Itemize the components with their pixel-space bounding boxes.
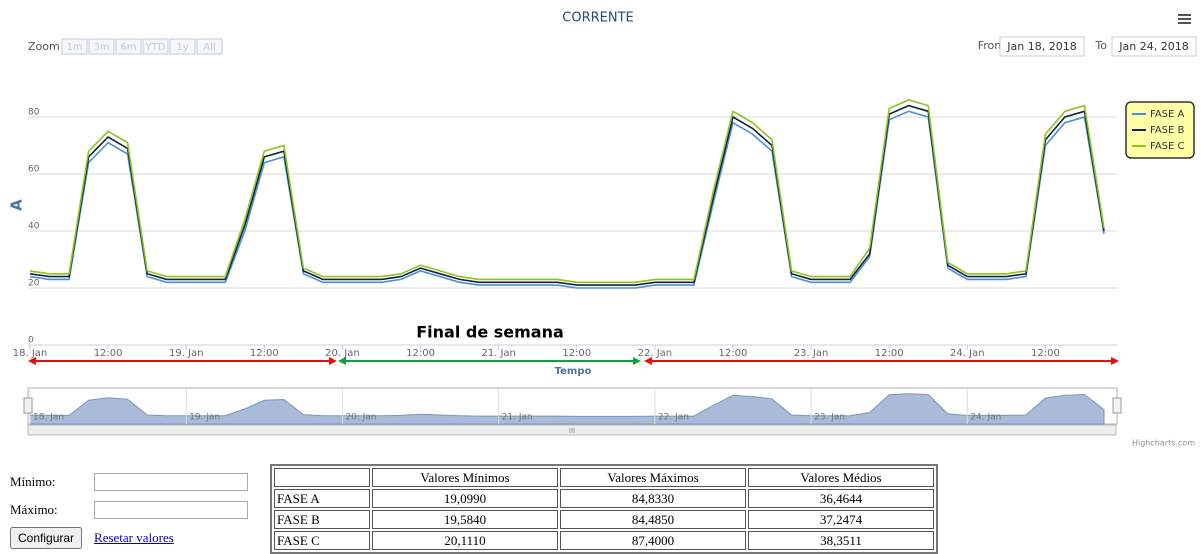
x-tick-label: 18. Jan: [13, 348, 48, 359]
legend-label: FASE B: [1150, 125, 1185, 136]
menu-icon[interactable]: [1178, 14, 1191, 24]
legend-label: FASE A: [1150, 109, 1185, 120]
phase-cell: FASE C: [274, 531, 370, 550]
x-tick-label: 21. Jan: [481, 348, 516, 359]
y-axis-title: A: [8, 199, 26, 211]
value-cell: 37,2474: [748, 510, 934, 529]
navigator-tick-label: 20. Jan: [345, 413, 376, 423]
x-tick-label: 19. Jan: [169, 348, 204, 359]
y-tick-label: 20: [28, 279, 40, 289]
min-label: Mínimo:: [10, 474, 56, 489]
reset-link[interactable]: Resetar valores: [94, 530, 174, 545]
data-row: FASE A 19,0990 84,8330 36,4644: [274, 489, 934, 508]
x-tick-label: 12:00: [250, 348, 279, 359]
zoom-button-label: All: [203, 42, 215, 53]
arrows: [28, 357, 1119, 365]
value-cell: 87,4000: [560, 531, 746, 550]
max-label: Máximo:: [10, 502, 58, 517]
legend-label: FASE C: [1150, 141, 1185, 152]
value-cell: 84,4850: [560, 510, 746, 529]
y-tick-label: 0: [28, 336, 34, 346]
scrollbar-grip: III: [569, 427, 575, 435]
annotation: Final de semana: [416, 323, 564, 342]
y-tick-label: 80: [28, 108, 40, 118]
corner-cell: [274, 468, 370, 487]
series-line: [29, 110, 1105, 289]
value-cell: 19,0990: [372, 489, 558, 508]
header-cell: Valores Médios: [748, 468, 934, 487]
series-line: [29, 99, 1105, 284]
navigator-tick-label: 21. Jan: [502, 413, 533, 423]
navigator-area: [29, 393, 1105, 425]
navigator-handle[interactable]: [1112, 397, 1122, 414]
data-row: FASE C 20,1110 87,4000 38,3511: [274, 531, 934, 550]
zoom-button-label: YTD: [145, 42, 166, 53]
filter-form: Mínimo: Máximo: Configurar Resetar valore…: [10, 468, 248, 552]
y-tick-label: 40: [28, 222, 40, 232]
header-cell: Valores Mínimos: [372, 468, 558, 487]
from-input[interactable]: [999, 36, 1085, 57]
x-tick-label: 12:00: [406, 348, 435, 359]
zoom-button[interactable]: [61, 38, 88, 55]
navigator-tick-label: 23. Jan: [814, 413, 845, 423]
value-cell: 20,1110: [372, 531, 558, 550]
x-tick-label: 12:00: [719, 348, 748, 359]
zoom-button[interactable]: [169, 38, 196, 55]
x-tick-label: 22. Jan: [638, 348, 673, 359]
navigator-tick-label: 19. Jan: [189, 413, 220, 423]
phase-cell: FASE B: [274, 510, 370, 529]
navigator-tick-label: 22. Jan: [658, 413, 689, 423]
value-cell: 84,8330: [560, 489, 746, 508]
navigator-handle[interactable]: [23, 397, 33, 414]
value-cell: 19,5840: [372, 510, 558, 529]
x-tick-label: 24. Jan: [950, 348, 985, 359]
x-tick-label: 12:00: [875, 348, 904, 359]
chart-title: CORRENTE: [562, 11, 633, 26]
zoom-button-label: 6m: [120, 42, 136, 53]
zoom-button[interactable]: [196, 38, 223, 55]
value-cell: 38,3511: [748, 531, 934, 550]
stats-table: Valores Mínimos Valores Máximos Valores Mé…: [270, 464, 938, 554]
zoom-label: Zoom: [28, 40, 60, 53]
x-tick-label: 20. Jan: [325, 348, 360, 359]
min-input[interactable]: [94, 473, 248, 491]
series-line: [29, 104, 1105, 286]
x-tick-label: 12:00: [1031, 348, 1060, 359]
zoom-button-label: 1m: [66, 42, 82, 53]
credit: Highcharts.com: [1132, 439, 1195, 448]
max-input[interactable]: [94, 501, 248, 519]
zoom-button[interactable]: [88, 38, 115, 55]
x-tick-label: 23. Jan: [794, 348, 829, 359]
header-row: Valores Mínimos Valores Máximos Valores Mé…: [274, 468, 934, 487]
y-tick-label: 60: [28, 165, 40, 175]
phase-cell: FASE A: [274, 489, 370, 508]
x-tick-label: 12:00: [94, 348, 123, 359]
zoom-button[interactable]: [115, 38, 142, 55]
to-input[interactable]: [1111, 36, 1197, 57]
from-value: Jan 18, 2018: [1006, 40, 1076, 53]
value-cell: 36,4644: [748, 489, 934, 508]
zoom-button[interactable]: [142, 38, 169, 55]
header-cell: Valores Máximos: [560, 468, 746, 487]
to-label: To: [1094, 39, 1107, 52]
from-label: From: [978, 39, 1005, 52]
navigator-tick-label: 24. Jan: [970, 413, 1001, 423]
configure-button[interactable]: Configurar: [10, 527, 83, 549]
to-value: Jan 24, 2018: [1118, 40, 1188, 53]
data-row: FASE B 19,5840 84,4850 37,2474: [274, 510, 934, 529]
zoom-button-label: 1y: [176, 42, 188, 53]
navigator-tick-label: 18. Jan: [33, 413, 64, 423]
chart: CORRENTE Zoom From Jan 18, 2018 To Jan 2…: [8, 11, 1197, 448]
x-tick-label: 12:00: [562, 348, 591, 359]
scrollbar[interactable]: [27, 424, 1117, 436]
zoom-button-label: 3m: [93, 42, 109, 53]
legend-box: [1125, 101, 1195, 159]
x-axis-title: Tempo: [555, 366, 592, 377]
